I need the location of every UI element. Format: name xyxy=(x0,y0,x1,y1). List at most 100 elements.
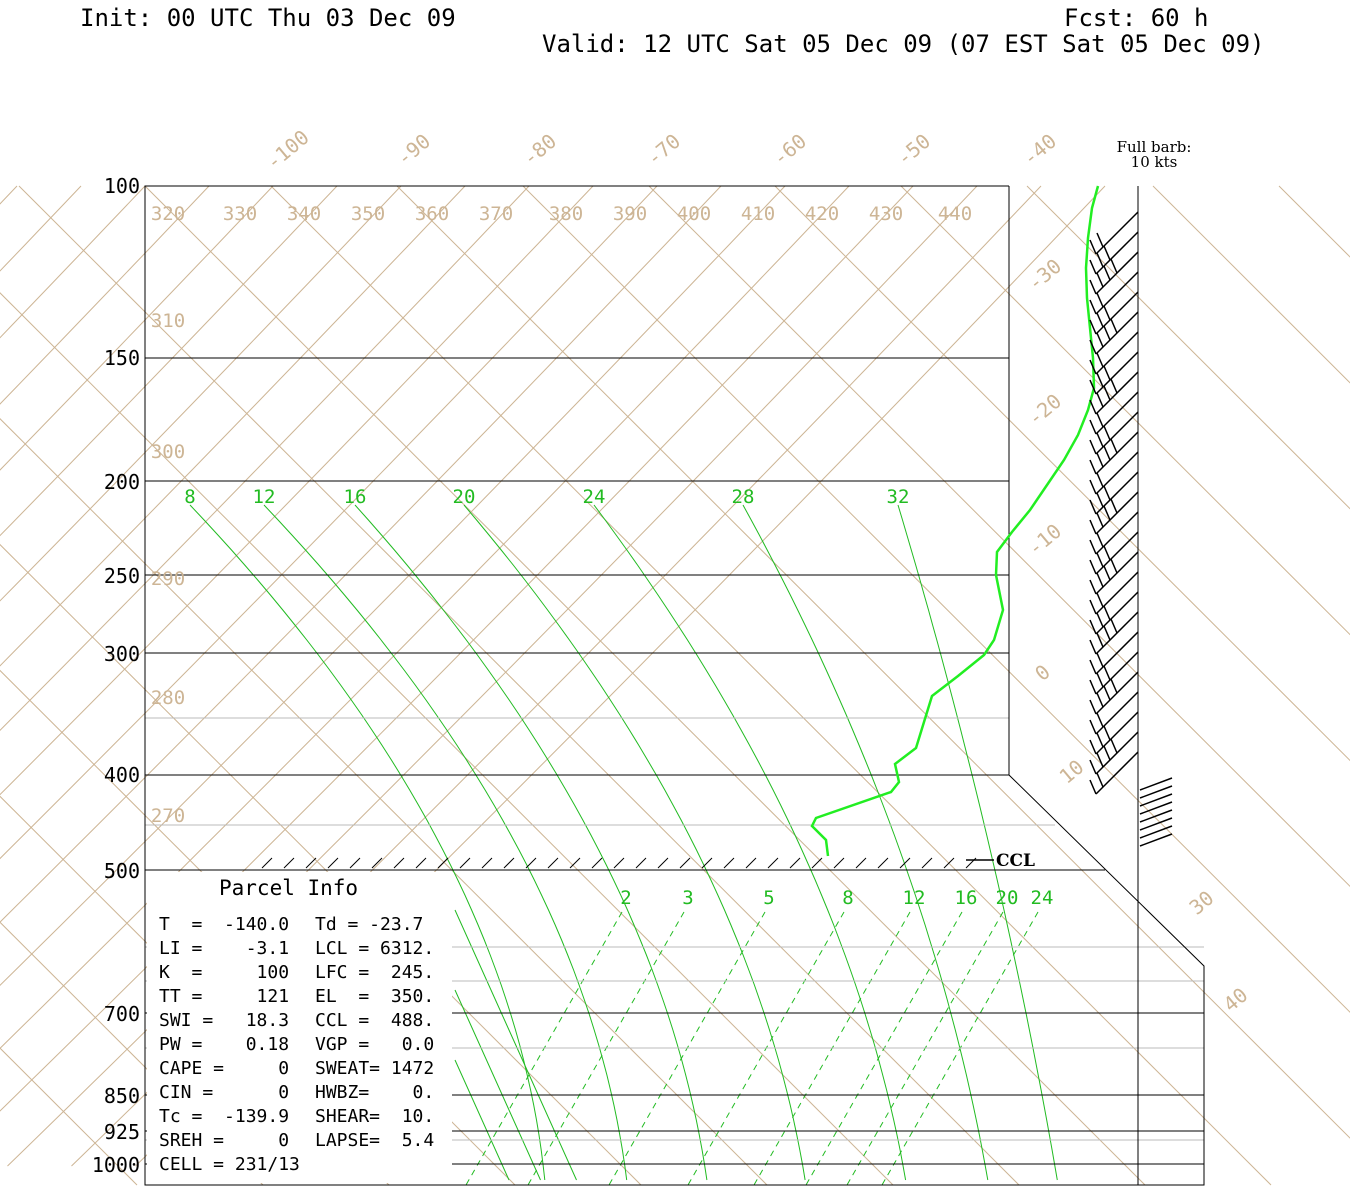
theta-e-label: 28 xyxy=(732,486,755,508)
wind-barb-feather xyxy=(1096,772,1104,788)
wind-barb-feather xyxy=(1089,499,1097,515)
hatch-mark xyxy=(371,857,383,869)
wind-barb-feather xyxy=(1089,659,1097,675)
dry-adiabat xyxy=(0,185,658,860)
wind-barb-staff xyxy=(1139,777,1173,791)
wind-barb-feather xyxy=(1089,439,1097,455)
isotherm xyxy=(0,418,768,1186)
hatch-mark xyxy=(635,857,647,869)
wind-barb-feather xyxy=(1096,732,1104,748)
parcel-info-box xyxy=(147,872,452,1183)
wind-barb-feather xyxy=(1103,665,1111,681)
wind-barb-staff xyxy=(1095,471,1139,515)
dry-adiabat xyxy=(0,185,594,796)
parcel-info-right: HWBZ= 0. xyxy=(315,1082,434,1103)
wind-barb-feather xyxy=(1110,618,1118,634)
wind-barb-feather xyxy=(1103,725,1111,741)
wind-barb-feather xyxy=(1089,359,1097,375)
parcel-info-right: Td = -23.7 xyxy=(315,914,423,935)
wind-barb-feather xyxy=(1103,305,1111,321)
wind-barb-feather xyxy=(1096,532,1104,548)
barb-note-line2: 10 kts xyxy=(1131,153,1178,171)
isotherm xyxy=(1152,185,1350,384)
pressure-label: 100 xyxy=(104,174,140,198)
isotherm-label: 30 xyxy=(1185,886,1219,920)
moist-adiabat xyxy=(454,1059,510,1181)
mixing-ratio-label: 3 xyxy=(682,887,693,909)
wind-barb-feather xyxy=(1110,558,1118,574)
dry-adiabat xyxy=(0,185,274,471)
wind-barb-feather xyxy=(1103,265,1111,281)
init-time: Init: 00 UTC Thu 03 Dec 09 xyxy=(80,4,456,32)
wind-barb-feather xyxy=(1096,752,1104,768)
pressure-labels: 100 150 200 250 300 400 500 700 850 925 … xyxy=(92,174,140,1177)
isotherm-label: -30 xyxy=(1023,254,1066,296)
wind-barb-feather xyxy=(1089,719,1097,735)
wind-barb-feather xyxy=(1089,779,1097,795)
moist-adiabat xyxy=(463,504,806,1181)
pressure-label: 1000 xyxy=(92,1153,140,1177)
wind-barb-feather xyxy=(1096,672,1104,688)
wind-barb-feather xyxy=(1089,379,1097,395)
wind-barb-feather xyxy=(1096,692,1104,708)
hatch-mark xyxy=(591,857,603,869)
wind-barb-feather xyxy=(1110,258,1118,274)
moist-adiabat xyxy=(897,504,1058,1181)
theta-label: 350 xyxy=(351,203,385,225)
wind-barb-feather xyxy=(1089,299,1097,315)
isotherm-label: -50 xyxy=(892,129,935,171)
wind-barb-feather xyxy=(1089,699,1097,715)
pressure-label: 400 xyxy=(104,763,140,787)
isotherm xyxy=(270,185,1272,1186)
theta-label: 280 xyxy=(151,687,185,709)
wind-barb-feather xyxy=(1096,272,1104,288)
theta-labels: 320 330 340 350 360 370 380 390 400 410 … xyxy=(151,203,972,827)
parcel-info-right: SHEAR= 10. xyxy=(315,1106,434,1127)
isotherm xyxy=(0,1047,138,1186)
wind-barb-staff xyxy=(1095,571,1139,615)
isotherm xyxy=(396,185,1350,1139)
hatch-mark xyxy=(305,857,317,869)
pressure-label: 200 xyxy=(104,470,140,494)
hatch-marks xyxy=(261,857,977,869)
hatch-mark xyxy=(261,857,273,869)
temperature-trace xyxy=(810,185,1100,857)
wind-barb-feather xyxy=(1110,678,1118,694)
dry-adiabat xyxy=(0,185,18,205)
hatch-mark xyxy=(899,857,911,869)
parcel-info-left: LI = -3.1 xyxy=(159,938,289,959)
wind-barb-feather xyxy=(1089,479,1097,495)
wind-barb-feather xyxy=(1089,319,1097,335)
wind-barb-feather xyxy=(1089,579,1097,595)
theta-label: 380 xyxy=(549,203,583,225)
wind-barb-feather xyxy=(1103,745,1111,761)
hatch-mark xyxy=(833,857,845,869)
wind-barb-staff xyxy=(1095,211,1139,255)
theta-e-label: 32 xyxy=(887,486,910,508)
wind-barb-feather xyxy=(1096,552,1104,568)
hatch-mark xyxy=(657,857,669,869)
hatch-mark xyxy=(283,857,295,869)
wind-barb-feather xyxy=(1096,512,1104,528)
parcel-info-title: Parcel Info xyxy=(219,876,358,900)
wind-barbs xyxy=(1089,211,1173,847)
wind-barb-feather xyxy=(1103,625,1111,641)
wind-barb-staff xyxy=(1095,691,1139,735)
valid-time: Valid: 12 UTC Sat 05 Dec 09 (07 EST Sat … xyxy=(542,30,1264,58)
wind-barb-staff xyxy=(1095,331,1139,375)
theta-label: 430 xyxy=(869,203,903,225)
isotherm xyxy=(144,185,1146,1186)
wind-barb-staff xyxy=(1095,411,1139,455)
moist-adiabat xyxy=(454,989,541,1181)
wind-barb-feather xyxy=(1089,239,1097,255)
parcel-info-panel: Parcel Info T = -140.0 Td = -23.7 LI = -3.… xyxy=(147,872,452,1183)
mixing-ratio-label: 8 xyxy=(842,887,853,909)
isotherm-label: -20 xyxy=(1023,389,1066,431)
wind-barb-feather xyxy=(1103,505,1111,521)
dry-adiabat xyxy=(0,185,402,602)
mixing-ratio-label: 2 xyxy=(620,887,631,909)
wind-barb-feather xyxy=(1096,492,1104,508)
theta-label: 300 xyxy=(151,441,185,463)
hatch-mark xyxy=(767,857,779,869)
wind-barb-staff xyxy=(1095,351,1139,395)
